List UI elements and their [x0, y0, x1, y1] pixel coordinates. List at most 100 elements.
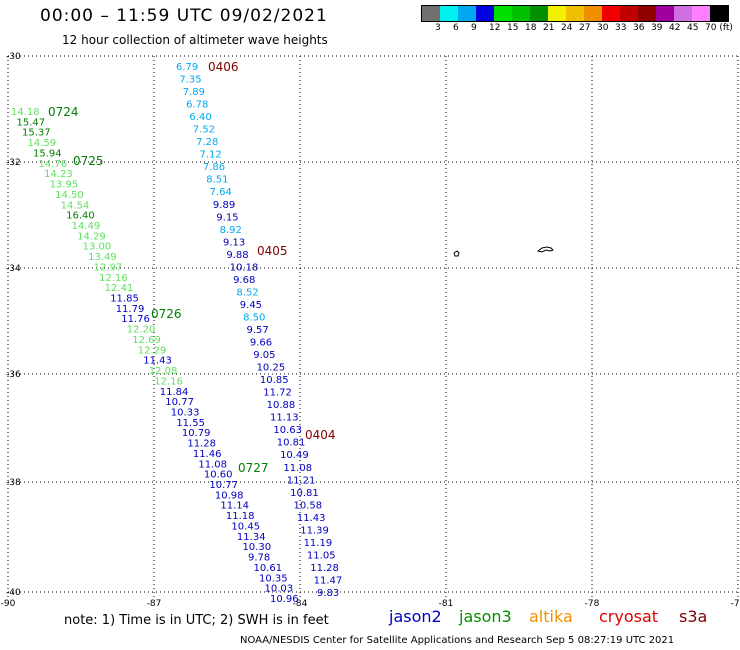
- swh-value: 10.58: [294, 500, 323, 511]
- swh-value: 10.85: [260, 375, 289, 386]
- swh-value: 10.81: [277, 438, 306, 449]
- pass-labels: 0406 0405 0404 0724 0725 0726 0727: [48, 60, 336, 475]
- swh-value: 7.52: [193, 125, 215, 136]
- swh-value: 10.96: [270, 594, 299, 605]
- colorbar-swatch: [584, 6, 602, 21]
- latitude-label: -34: [6, 264, 21, 274]
- colorbar-swatch: [422, 6, 440, 21]
- colorbar-swatch: [566, 6, 584, 21]
- swh-value: 7.12: [200, 150, 222, 161]
- swh-value: 8.52: [236, 287, 258, 298]
- swh-value: 11.08: [198, 459, 227, 470]
- swh-value: 7.28: [196, 137, 218, 148]
- swh-value: 9.83: [317, 588, 339, 599]
- island-large: [536, 246, 554, 253]
- swh-value: 6.40: [189, 112, 211, 123]
- swh-value: 11.28: [310, 563, 339, 574]
- colorbar-label: 24: [561, 23, 573, 33]
- latitude-label: -32: [6, 158, 21, 168]
- colorbar-label: 39: [651, 23, 663, 33]
- colorbar-swatch: [674, 6, 692, 21]
- pass-label: 0725: [73, 154, 104, 168]
- colorbar-swatch: [440, 6, 458, 21]
- swh-value: 10.79: [182, 428, 211, 439]
- swh-value: 14.49: [72, 221, 101, 232]
- colorbar-swatch: [530, 6, 548, 21]
- swh-value: 11.34: [237, 532, 266, 543]
- colorbar-label: 9: [471, 23, 477, 33]
- colorbar-swatch: [692, 6, 710, 21]
- swh-value: 7.89: [183, 87, 205, 98]
- swh-value: 13.00: [83, 242, 112, 253]
- colorbar-swatch: [638, 6, 656, 21]
- map-title: 00:00 – 11:59 UTC 09/02/2021: [40, 6, 328, 26]
- satellite-legend-item: altika: [529, 607, 573, 626]
- swh-value: 11.14: [220, 501, 249, 512]
- swh-value: 10.03: [264, 584, 293, 595]
- swh-value: 9.66: [250, 338, 272, 349]
- swh-value: 9.13: [223, 237, 245, 248]
- swh-value: 10.49: [280, 450, 309, 461]
- swh-value: 11.05: [307, 550, 336, 561]
- swh-value: 11.72: [263, 388, 292, 399]
- credit-line: NOAA/NESDIS Center for Satellite Applica…: [240, 635, 675, 646]
- satellite-legend-item: s3a: [679, 607, 708, 626]
- pass-label: 0404: [305, 428, 336, 442]
- swh-value: 11.84: [160, 387, 189, 398]
- colorbar-label: 33: [615, 23, 627, 33]
- swh-value: 15.47: [17, 117, 46, 128]
- colorbar-swatch: [548, 6, 566, 21]
- longitude-label: -78: [585, 599, 600, 609]
- swh-value: 12.29: [138, 345, 167, 356]
- swh-value: 14.18: [11, 107, 40, 118]
- latitude-label: -38: [6, 478, 21, 488]
- colorbar-swatch: [458, 6, 476, 21]
- swh-value: 10.77: [209, 480, 238, 491]
- colorbar-label: 70 (ft): [705, 23, 733, 33]
- swh-value: 11.76: [121, 314, 150, 325]
- swh-value: 10.18: [230, 262, 259, 273]
- swh-value: 9.57: [247, 325, 269, 336]
- swh-value: 12.08: [149, 366, 178, 377]
- colorbar-label: 30: [597, 23, 609, 33]
- swh-value: 12.69: [132, 335, 161, 346]
- satellite-legend-item: jason2: [389, 607, 442, 626]
- axis-labels: -90 -87 -84 -81 -78 -75 -30 -32 -34 -36 -38 -40: [1, 52, 740, 609]
- observation-values: 6.79 7.357.89 6.786.40 7.527.28 7.127.86 8.51…: [11, 62, 342, 605]
- swh-value: 9.15: [216, 212, 238, 223]
- colorbar-label: 45: [687, 23, 699, 33]
- colorbar-swatch: [602, 6, 620, 21]
- latitude-label: -36: [6, 370, 21, 380]
- swh-value: 12.16: [154, 376, 183, 387]
- latitude-label: -30: [6, 52, 21, 62]
- pass-label: 0724: [48, 105, 79, 119]
- swh-value: 14.76: [39, 159, 68, 170]
- colorbar-label: 3: [435, 23, 441, 33]
- pass-label: 0405: [257, 244, 288, 258]
- swh-value: 11.55: [176, 418, 205, 429]
- swh-value: 9.68: [233, 275, 255, 286]
- pass-label: 0726: [151, 307, 182, 321]
- colorbar-label: 6: [453, 23, 459, 33]
- swh-value: 10.45: [231, 521, 260, 532]
- latitude-label: -40: [6, 588, 21, 598]
- colorbar-label: 15: [507, 23, 519, 33]
- longitude-label: -90: [1, 599, 16, 609]
- swh-value: 10.77: [165, 397, 194, 408]
- swh-value: 15.37: [22, 128, 51, 139]
- swh-value: 10.30: [242, 542, 271, 553]
- longitude-label: -87: [147, 599, 162, 609]
- swh-value: 13.95: [50, 180, 79, 191]
- swh-value: 10.61: [253, 563, 282, 574]
- swh-value: 11.21: [287, 475, 316, 486]
- swh-value: 10.25: [257, 363, 286, 374]
- swh-value: 8.51: [206, 175, 228, 186]
- colorbar-label: 21: [543, 23, 555, 33]
- swh-value: 10.88: [267, 400, 296, 411]
- swh-value: 11.43: [143, 356, 172, 367]
- swh-value: 11.85: [110, 294, 139, 305]
- swh-value: 9.05: [253, 350, 275, 361]
- longitude-label: -75: [731, 599, 740, 609]
- swh-value: 9.89: [213, 200, 235, 211]
- swh-value: 11.47: [314, 575, 343, 586]
